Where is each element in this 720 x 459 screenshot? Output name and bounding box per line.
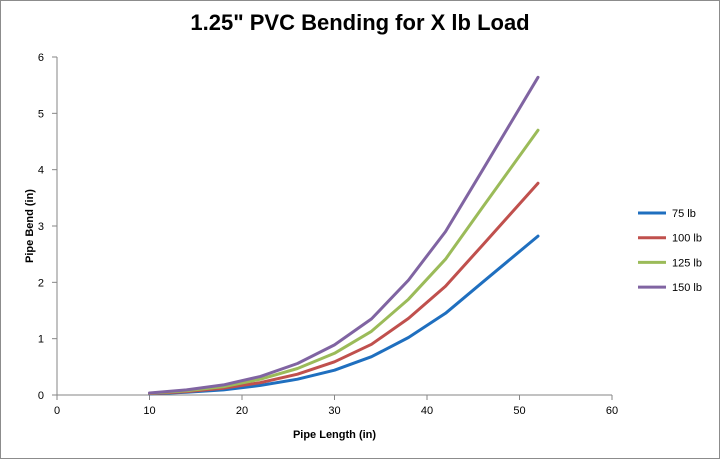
x-axis-label: Pipe Length (in) <box>293 429 376 441</box>
series-group <box>148 75 540 396</box>
x-tick-label: 50 <box>513 405 525 417</box>
x-tick-label: 20 <box>236 405 248 417</box>
x-tick-label: 60 <box>606 405 618 417</box>
legend-label-3: 150 lb <box>672 282 702 294</box>
x-tick-label: 10 <box>143 405 155 417</box>
series-line-1 <box>148 181 540 396</box>
legend-label-2: 125 lb <box>672 257 702 269</box>
y-tick-label: 1 <box>38 334 44 346</box>
y-tick-label: 3 <box>38 221 44 233</box>
series-line-0 <box>148 234 540 396</box>
x-tick-label: 30 <box>328 405 340 417</box>
legend: 75 lb 100 lb 125 lb 150 lb <box>638 208 702 294</box>
y-axis-label: Pipe Bend (in) <box>24 189 36 263</box>
y-tick-label: 2 <box>38 277 44 289</box>
series-line-3 <box>148 75 540 395</box>
legend-label-1: 100 lb <box>672 233 702 245</box>
chart-title: 1.25" PVC Bending for X lb Load <box>190 10 530 35</box>
y-tick-label: 5 <box>38 108 44 120</box>
series-line-2 <box>148 128 540 395</box>
x-tick-label: 40 <box>421 405 433 417</box>
y-tick-label: 0 <box>38 390 44 402</box>
y-tick-label: 6 <box>38 52 44 64</box>
y-tick-label: 4 <box>38 165 44 177</box>
x-tick-label: 0 <box>54 405 60 417</box>
legend-label-0: 75 lb <box>672 208 696 220</box>
